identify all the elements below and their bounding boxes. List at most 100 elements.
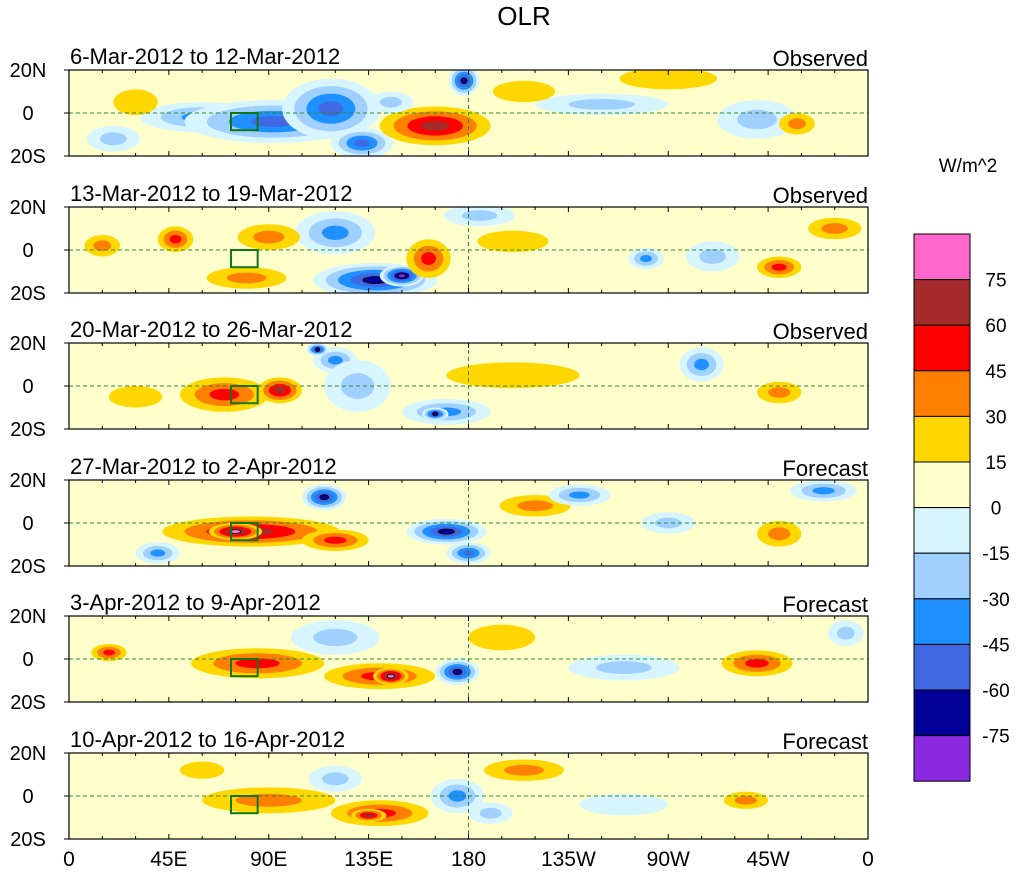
- anomaly-contour: [437, 528, 455, 535]
- anomaly-contour: [568, 99, 635, 110]
- figure-title: OLR: [497, 1, 550, 31]
- y-tick-label: 20N: [10, 197, 47, 219]
- colorbar-swatch: [913, 689, 971, 737]
- anomaly-contour: [504, 764, 544, 776]
- panel-4: 20N 0 20S 27-Mar-2012 to 2-Apr-2012 Forecast: [10, 454, 869, 578]
- anomaly-contour: [694, 358, 709, 371]
- anomaly-contour: [314, 347, 321, 352]
- panel-type: Observed: [773, 183, 868, 208]
- panel-1: 20N 0 20S 6-Mar-2012 to 12-Mar-2012 Observed: [10, 44, 869, 168]
- panel-period: 13-Mar-2012 to 19-Mar-2012: [70, 181, 352, 206]
- anomaly-contour: [113, 89, 158, 116]
- anomaly-contour: [354, 139, 370, 147]
- colorbar-label: 0: [991, 499, 1002, 520]
- anomaly-contour: [327, 355, 343, 365]
- panel-period: 3-Apr-2012 to 9-Apr-2012: [70, 590, 321, 615]
- colorbar-label: 75: [985, 271, 1006, 292]
- anomaly-contour: [821, 223, 849, 234]
- anomaly-contour: [460, 77, 468, 85]
- anomaly-field: [179, 759, 769, 827]
- colorbar-swatch: [913, 415, 971, 463]
- anomaly-contour: [324, 536, 347, 544]
- region-box: [230, 385, 259, 405]
- panel-3: 20N 0 20S 20-Mar-2012 to 26-Mar-2012 Observe…: [10, 317, 869, 441]
- colorbar-label: 45: [985, 362, 1006, 383]
- colorbar-label: -30: [982, 590, 1009, 611]
- y-tick-label: 0: [22, 240, 33, 262]
- anomaly-contour: [432, 411, 439, 417]
- x-tick-label: 90E: [250, 848, 287, 871]
- colorbar-swatch: [913, 598, 971, 645]
- anomaly-contour: [235, 793, 303, 807]
- panel-6: 20N 0 20S 10-Apr-2012 to 16-Apr-2012 Forecas…: [10, 727, 869, 851]
- anomaly-contour: [386, 673, 395, 679]
- anomaly-contour: [421, 121, 450, 131]
- y-tick-label: 0: [22, 649, 33, 671]
- panel-type: Forecast: [782, 729, 868, 754]
- colorbar-swatch: [913, 643, 971, 691]
- y-tick-label: 20S: [10, 556, 46, 578]
- anomaly-contour: [100, 132, 127, 146]
- colorbar-swatch: [913, 461, 971, 509]
- panel-type: Forecast: [782, 456, 868, 481]
- panel-type: Observed: [773, 46, 868, 71]
- anomaly-contour: [93, 240, 112, 252]
- y-tick-label: 20N: [10, 333, 47, 355]
- region-box: [230, 249, 259, 269]
- anomaly-contour: [318, 101, 344, 117]
- anomaly-contour: [319, 494, 330, 501]
- anomaly-contour: [640, 255, 652, 263]
- anomaly-contour: [569, 491, 590, 499]
- colorbar-swatch: [913, 507, 971, 554]
- anomaly-contour: [169, 234, 182, 244]
- anomaly-contour: [579, 793, 669, 816]
- anomaly-contour: [479, 807, 502, 819]
- panel-period: 20-Mar-2012 to 26-Mar-2012: [70, 317, 352, 342]
- colorbar: W/m^2 75 60 45 30 15 0 -15 -30 -45 -60 -75: [913, 156, 1010, 782]
- panels-group: 20N 0 20S 6-Mar-2012 to 12-Mar-2012 Observed…: [10, 44, 869, 851]
- anomaly-contour: [150, 549, 166, 557]
- anomaly-contour: [209, 388, 240, 401]
- anomaly-contour: [517, 500, 553, 512]
- colorbar-label: -60: [982, 681, 1009, 702]
- anomaly-contour: [768, 527, 791, 541]
- anomaly-contour: [226, 272, 267, 284]
- anomaly-contour: [654, 517, 682, 529]
- anomaly-field: [84, 207, 862, 293]
- anomaly-contour: [364, 813, 374, 818]
- anomaly-contour: [836, 626, 855, 640]
- panel-period: 27-Mar-2012 to 2-Apr-2012: [70, 454, 337, 479]
- anomaly-contour: [322, 225, 349, 240]
- anomaly-contour: [596, 661, 652, 675]
- colorbar-swatch: [913, 735, 971, 782]
- anomaly-field: [135, 480, 857, 564]
- anomaly-contour: [397, 273, 407, 279]
- anomaly-contour: [421, 252, 436, 266]
- colorbar-swatch: [913, 324, 971, 372]
- x-tick-label: 0: [63, 848, 75, 871]
- anomaly-contour: [477, 230, 549, 253]
- y-tick-label: 20N: [10, 743, 47, 765]
- anomaly-contour: [771, 263, 787, 271]
- x-axis: 0 45E 90E 135E 180 135W 90W 45W 0: [63, 848, 874, 871]
- region-box: [230, 112, 259, 132]
- colorbar-label: -75: [982, 727, 1009, 748]
- anomaly-contour: [322, 772, 349, 786]
- y-tick-label: 20S: [10, 146, 46, 168]
- panel-type: Observed: [773, 319, 868, 344]
- colorbar-label: -15: [982, 544, 1009, 565]
- anomaly-contour: [274, 387, 286, 394]
- y-tick-label: 0: [22, 376, 33, 398]
- colorbar-label: 60: [985, 316, 1006, 337]
- panel-period: 6-Mar-2012 to 12-Mar-2012: [70, 44, 340, 69]
- anomaly-contour: [788, 118, 806, 130]
- panel-type: Forecast: [782, 592, 868, 617]
- x-tick-label: 90W: [647, 848, 690, 871]
- x-tick-label: 180: [451, 848, 486, 871]
- x-tick-label: 45E: [150, 848, 187, 871]
- colorbar-label: 15: [985, 453, 1006, 474]
- anomaly-contour: [468, 624, 536, 651]
- y-tick-label: 20N: [10, 470, 47, 492]
- y-tick-label: 20N: [10, 60, 47, 82]
